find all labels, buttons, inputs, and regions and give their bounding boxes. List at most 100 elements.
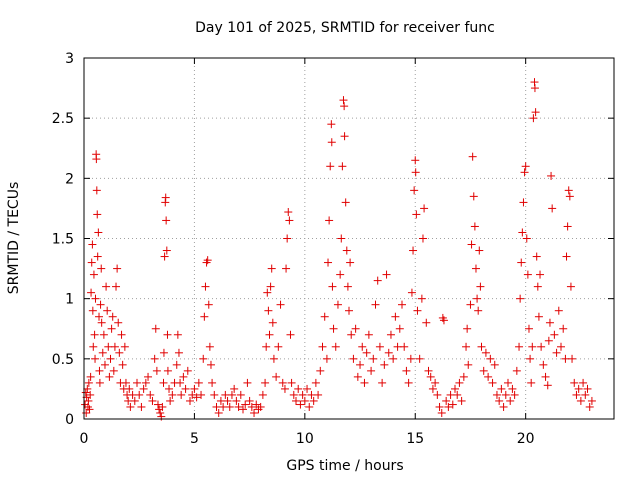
data-point: [286, 330, 295, 339]
data-point: [225, 402, 234, 411]
data-point: [206, 360, 215, 369]
data-point: [91, 354, 100, 363]
data-point: [92, 186, 101, 195]
data-point: [343, 282, 352, 291]
data-point: [159, 348, 168, 357]
data-point: [120, 342, 129, 351]
data-point: [247, 402, 256, 411]
data-point: [89, 270, 98, 279]
data-point: [105, 372, 114, 381]
data-point: [156, 408, 165, 417]
data-point: [109, 366, 118, 375]
data-point: [550, 330, 559, 339]
x-tick-label: 15: [406, 431, 424, 447]
data-point: [92, 155, 101, 164]
data-point: [86, 372, 95, 381]
y-tick-label: 1: [65, 292, 74, 308]
data-point: [262, 342, 271, 351]
data-point: [474, 306, 483, 315]
data-point: [382, 270, 391, 279]
data-point: [324, 258, 333, 267]
data-point: [264, 306, 273, 315]
data-point: [522, 234, 531, 243]
data-point: [210, 390, 219, 399]
data-point: [459, 372, 468, 381]
data-point: [510, 390, 519, 399]
data-point: [386, 330, 395, 339]
data-point: [121, 378, 130, 387]
data-point: [199, 354, 208, 363]
data-point: [272, 372, 281, 381]
data-point: [126, 402, 135, 411]
data-point: [162, 216, 171, 225]
data-point: [409, 246, 418, 255]
data-point: [200, 312, 209, 321]
data-point: [378, 378, 387, 387]
data-point: [118, 360, 127, 369]
data-point: [197, 390, 206, 399]
data-point: [369, 354, 378, 363]
data-point: [471, 264, 480, 273]
data-point: [309, 396, 318, 405]
data-point: [395, 324, 404, 333]
y-tick-label: 1.5: [52, 232, 74, 248]
data-point: [103, 306, 112, 315]
data-point: [181, 384, 190, 393]
data-point: [150, 354, 159, 363]
data-point: [476, 282, 485, 291]
data-point: [585, 402, 594, 411]
data-point: [497, 384, 506, 393]
data-point: [168, 390, 177, 399]
data-point: [90, 330, 99, 339]
data-point: [133, 378, 141, 387]
data-point: [384, 348, 393, 357]
data-point: [146, 390, 155, 399]
data-point: [360, 378, 369, 387]
data-point: [316, 366, 325, 375]
data-point: [137, 402, 146, 411]
data-point: [263, 288, 272, 297]
data-point: [431, 378, 440, 387]
data-point: [524, 324, 533, 333]
data-point: [528, 342, 537, 351]
data-point: [183, 366, 192, 375]
y-axis-ticks: 0 0.5 1 1.5 2 2.5 3: [52, 51, 614, 428]
data-point: [499, 402, 508, 411]
x-tick-label: 20: [517, 431, 535, 447]
data-point: [411, 156, 420, 165]
data-point: [467, 240, 476, 249]
data-point: [545, 318, 554, 327]
data-point: [285, 216, 294, 225]
data-point: [148, 396, 157, 405]
data-point: [530, 84, 539, 93]
data-point: [190, 384, 199, 393]
data-point: [410, 186, 419, 195]
y-tick-label: 2: [65, 171, 74, 187]
data-point: [282, 264, 291, 273]
data-point: [322, 354, 331, 363]
data-points: [81, 78, 596, 421]
data-point: [391, 312, 400, 321]
data-point: [470, 222, 479, 231]
data-point: [250, 408, 259, 417]
data-point: [475, 246, 484, 255]
data-point: [159, 378, 168, 387]
data-point: [239, 405, 247, 414]
data-point: [234, 402, 243, 411]
data-point: [173, 330, 182, 339]
data-point: [95, 366, 104, 375]
data-point: [115, 348, 124, 357]
data-point: [266, 282, 275, 291]
data-point: [284, 208, 293, 217]
data-point: [303, 384, 312, 393]
data-point: [581, 390, 590, 399]
data-point: [227, 390, 236, 399]
data-point: [294, 384, 303, 393]
data-point: [139, 384, 148, 393]
data-point: [329, 324, 338, 333]
grid: [84, 58, 614, 419]
data-point: [95, 378, 104, 387]
data-point: [501, 390, 510, 399]
data-point: [536, 270, 545, 279]
data-point: [490, 360, 499, 369]
